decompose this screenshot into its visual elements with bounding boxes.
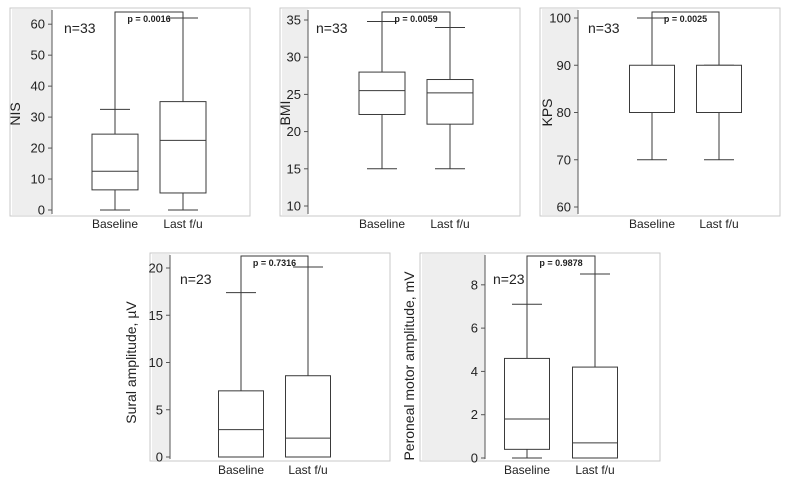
y-tick-label: 6	[471, 321, 478, 336]
y-tick-label: 5	[156, 402, 163, 417]
category-label: Last f/u	[288, 463, 327, 477]
sural-amplitude-panel: 0 5 10 15 20 Sural amplitude, µV n=23 Baseline L…	[123, 252, 391, 477]
n-label: n=23	[493, 271, 525, 287]
y-axis-title: BMI	[277, 101, 293, 126]
y-tick-label: 50	[31, 48, 45, 63]
box-last-fu	[159, 17, 207, 211]
significance-bracket	[240, 255, 309, 293]
y-tick-label: 20	[287, 124, 301, 139]
y-tick-label: 10	[31, 172, 45, 187]
category-label: Last f/u	[575, 463, 614, 477]
box-baseline	[91, 108, 139, 211]
box-baseline	[629, 17, 675, 161]
panel-frame	[149, 252, 391, 462]
y-tick-label: 35	[287, 13, 301, 28]
y-tick-label: 80	[557, 105, 571, 120]
iqr-box	[91, 133, 139, 191]
iqr-box	[696, 64, 742, 113]
y-tick-label: 70	[557, 152, 571, 167]
iqr-box	[285, 375, 331, 458]
p-value-label: p = 0.9878	[539, 258, 582, 268]
p-value-label: p = 0.0059	[394, 14, 437, 24]
significance-bracket	[526, 255, 596, 305]
n-label: n=33	[588, 20, 620, 36]
n-label: n=33	[316, 20, 348, 36]
peroneal-amplitude-panel: 0 2 4 6 8 Peroneal motor amplitude, mV n=23 Bas…	[401, 252, 661, 477]
y-tick-label: 0	[156, 450, 163, 465]
nis-panel: 0 10 20 30 40 50 60 NIS n=33 Baseline Last f/u p = …	[7, 7, 251, 231]
y-axis-title: Peroneal motor amplitude, mV	[401, 271, 417, 461]
y-tick-label: 30	[31, 110, 45, 125]
y-tick-label: 30	[287, 50, 301, 65]
p-value-label: p = 0.0025	[664, 14, 707, 24]
y-tick-label: 90	[557, 58, 571, 73]
y-tick-label: 2	[471, 407, 478, 422]
box-baseline	[218, 292, 264, 458]
iqr-box	[159, 101, 207, 194]
iqr-box	[572, 366, 618, 459]
axis-strip	[422, 254, 485, 460]
axis-strip	[542, 9, 578, 215]
y-tick-label: 10	[149, 355, 163, 370]
y-tick-label: 0	[471, 451, 478, 466]
category-label: Baseline	[359, 217, 405, 231]
axis-strip	[282, 9, 308, 215]
box-last-fu	[426, 26, 474, 170]
kps-panel: 60 70 80 90 100 KPS n=33 Baseline Last f/u p = 0.…	[539, 7, 781, 231]
iqr-box	[426, 79, 474, 125]
axis-strip	[12, 9, 52, 215]
y-tick-label: 100	[549, 11, 571, 26]
n-label: n=33	[64, 20, 96, 36]
y-axis-title: Sural amplitude, µV	[123, 301, 139, 424]
y-tick-label: 60	[31, 17, 45, 32]
y-tick-label: 40	[31, 79, 45, 94]
box-last-fu	[285, 266, 331, 458]
y-tick-label: 20	[31, 141, 45, 156]
category-label: Last f/u	[699, 217, 738, 231]
bmi-panel: 10 15 20 25 30 35 BMI n=33 Baseline Last f/u p = 0…	[277, 7, 521, 231]
y-tick-label: 8	[471, 277, 478, 292]
y-axis-title: NIS	[7, 102, 23, 125]
y-tick-label: 20	[149, 261, 163, 276]
category-label: Baseline	[629, 217, 675, 231]
category-label: Baseline	[92, 217, 138, 231]
y-tick-label: 0	[38, 203, 45, 218]
box-baseline	[504, 303, 550, 459]
iqr-box	[629, 64, 675, 113]
box-baseline	[358, 20, 406, 170]
p-value-label: p = 0.7316	[253, 258, 296, 268]
y-tick-label: 25	[287, 87, 301, 102]
y-axis-title: KPS	[539, 98, 555, 126]
significance-bracket	[651, 11, 720, 66]
axis-strip	[152, 254, 170, 460]
y-tick-label: 15	[149, 308, 163, 323]
category-label: Baseline	[218, 463, 264, 477]
significance-bracket	[114, 11, 184, 110]
category-label: Last f/u	[163, 217, 202, 231]
y-tick-label: 4	[471, 364, 478, 379]
y-tick-label: 15	[287, 161, 301, 176]
y-tick-label: 60	[557, 200, 571, 215]
iqr-box	[358, 71, 406, 115]
box-last-fu	[572, 273, 618, 459]
iqr-box	[218, 390, 264, 458]
n-label: n=23	[180, 271, 212, 287]
significance-bracket	[381, 11, 451, 28]
iqr-box	[504, 357, 550, 450]
y-tick-label: 10	[287, 199, 301, 214]
category-label: Baseline	[504, 463, 550, 477]
category-label: Last f/u	[430, 217, 469, 231]
p-value-label: p = 0.0016	[127, 14, 170, 24]
